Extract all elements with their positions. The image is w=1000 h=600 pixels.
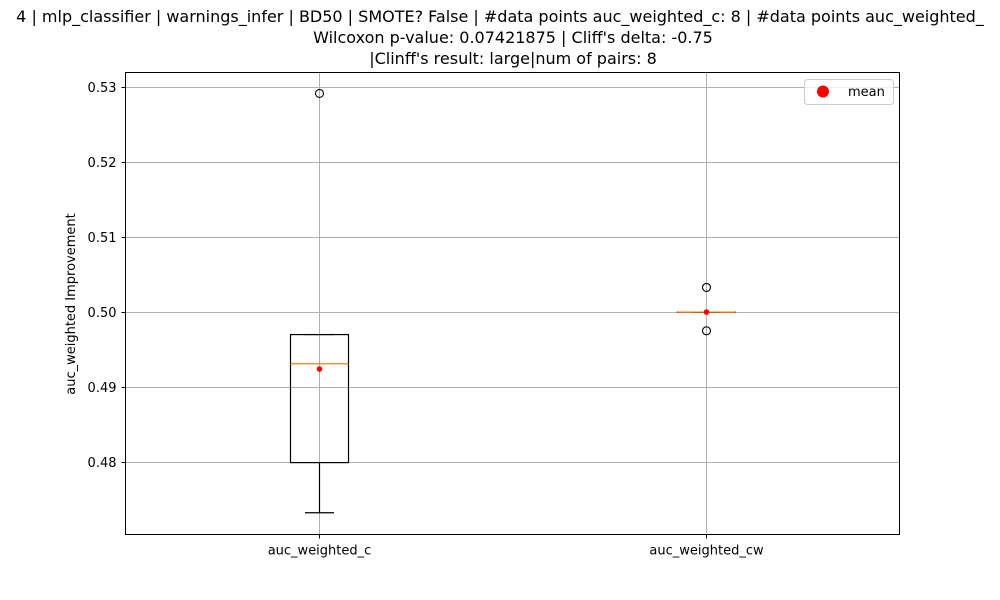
- box-auc_weighted_c: [289, 88, 350, 514]
- title-line-3: |Clinff's result: large|num of pairs: 8: [369, 49, 657, 68]
- mean-marker: [316, 366, 323, 372]
- chart-title: 4 | mlp_classifier | warnings_infer | BD…: [16, 7, 985, 68]
- x-axis: auc_weighted_c auc_weighted_cw: [268, 534, 764, 559]
- legend-mean-label: mean: [848, 85, 885, 100]
- y-tick-label: 0.48: [88, 456, 117, 471]
- box-auc_weighted_cw: [676, 282, 737, 336]
- legend-frame: [804, 79, 894, 105]
- x-tick-label: auc_weighted_c: [268, 544, 372, 559]
- y-tick-label: 0.53: [88, 81, 117, 96]
- legend: mean: [804, 79, 894, 105]
- x-tick-label: auc_weighted_cw: [649, 544, 764, 559]
- legend-mean-marker: [817, 85, 829, 98]
- y-tick-label: 0.49: [88, 381, 117, 396]
- y-tick-label: 0.52: [88, 156, 117, 171]
- box-iqr: [289, 333, 350, 464]
- y-tick-label: 0.50: [88, 306, 117, 321]
- y-axis-label: auc_weighted Improvement: [64, 213, 79, 395]
- outlier-point: [701, 326, 712, 336]
- title-line-2: Wilcoxon p-value: 0.07421875 | Cliff's d…: [313, 28, 713, 47]
- mean-marker: [703, 309, 710, 315]
- outlier-point: [701, 282, 712, 292]
- title-line-1: 4 | mlp_classifier | warnings_infer | BD…: [16, 7, 985, 27]
- plot-frame: [125, 72, 900, 535]
- y-tick-label: 0.51: [88, 231, 117, 246]
- grid: [125, 72, 900, 535]
- outlier-point: [314, 88, 325, 99]
- y-axis: 0.48 0.49 0.50 0.51 0.52 0.53: [88, 81, 126, 471]
- box-plots: [289, 88, 737, 514]
